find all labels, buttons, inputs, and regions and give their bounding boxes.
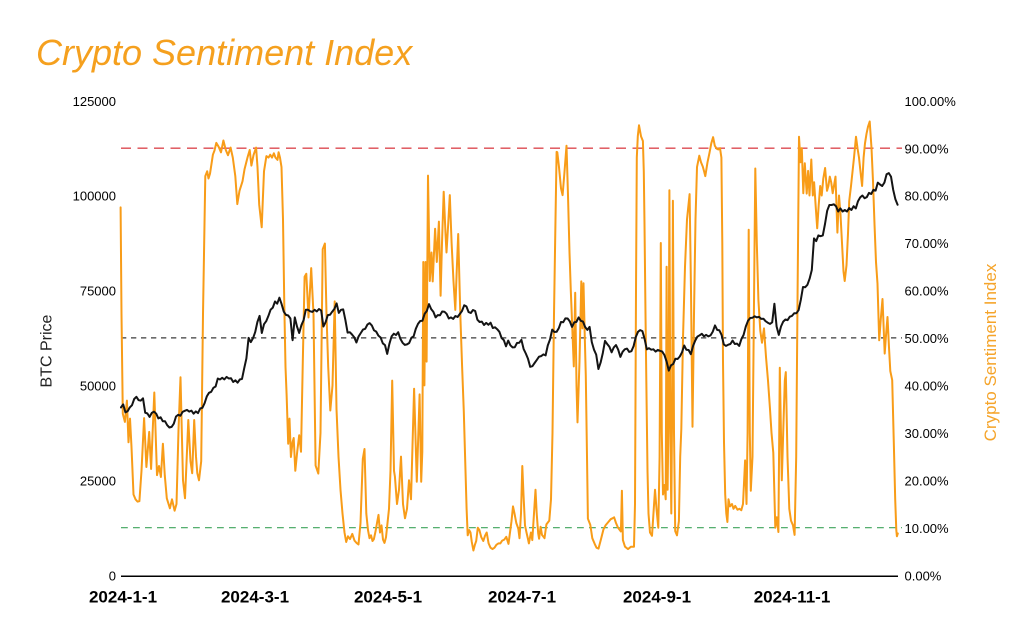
svg-text:2024-3-1: 2024-3-1 xyxy=(221,588,289,607)
svg-text:40.00%: 40.00% xyxy=(905,379,950,394)
svg-text:2024-11-1: 2024-11-1 xyxy=(754,588,831,607)
svg-text:75000: 75000 xyxy=(80,284,116,299)
svg-text:BTC Price: BTC Price xyxy=(39,314,56,387)
svg-text:2024-5-1: 2024-5-1 xyxy=(354,588,422,607)
svg-text:90.00%: 90.00% xyxy=(905,141,950,156)
svg-text:100.00%: 100.00% xyxy=(905,94,957,109)
svg-text:100000: 100000 xyxy=(73,189,116,204)
svg-text:Crypto Sentiment Index: Crypto Sentiment Index xyxy=(36,32,414,73)
svg-text:25000: 25000 xyxy=(80,474,116,489)
svg-text:20.00%: 20.00% xyxy=(905,474,950,489)
svg-text:50.00%: 50.00% xyxy=(905,331,950,346)
svg-text:30.00%: 30.00% xyxy=(905,426,950,441)
svg-text:80.00%: 80.00% xyxy=(905,189,950,204)
svg-text:0: 0 xyxy=(109,568,116,583)
svg-text:0.00%: 0.00% xyxy=(905,568,942,583)
svg-text:2024-9-1: 2024-9-1 xyxy=(623,588,691,607)
svg-text:70.00%: 70.00% xyxy=(905,236,950,251)
svg-text:2024-1-1: 2024-1-1 xyxy=(89,588,157,607)
svg-text:Crypto Sentiment Index: Crypto Sentiment Index xyxy=(981,263,1000,441)
svg-text:125000: 125000 xyxy=(73,94,116,109)
svg-text:10.00%: 10.00% xyxy=(905,521,950,536)
svg-text:60.00%: 60.00% xyxy=(905,284,950,299)
svg-text:50000: 50000 xyxy=(80,379,116,394)
svg-text:2024-7-1: 2024-7-1 xyxy=(488,588,556,607)
